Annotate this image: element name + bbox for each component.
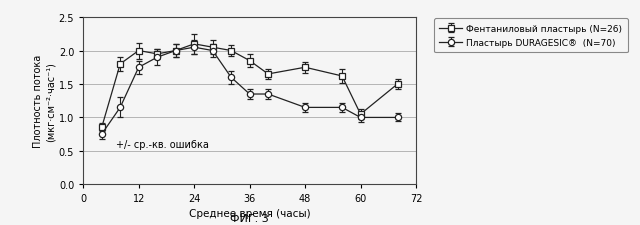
X-axis label: Среднее время (часы): Среднее время (часы) xyxy=(189,208,310,218)
Y-axis label: Плотность потока
(мкг·см⁻²·час⁻¹): Плотность потока (мкг·см⁻²·час⁻¹) xyxy=(33,55,56,148)
Text: ФИГ. 3: ФИГ. 3 xyxy=(230,213,269,223)
Text: +/- ср.-кв. ошибка: +/- ср.-кв. ошибка xyxy=(116,140,209,150)
Legend: Фентаниловый пластырь (N=26), Пластырь DURAGESIC®  (N=70): Фентаниловый пластырь (N=26), Пластырь D… xyxy=(434,19,628,53)
